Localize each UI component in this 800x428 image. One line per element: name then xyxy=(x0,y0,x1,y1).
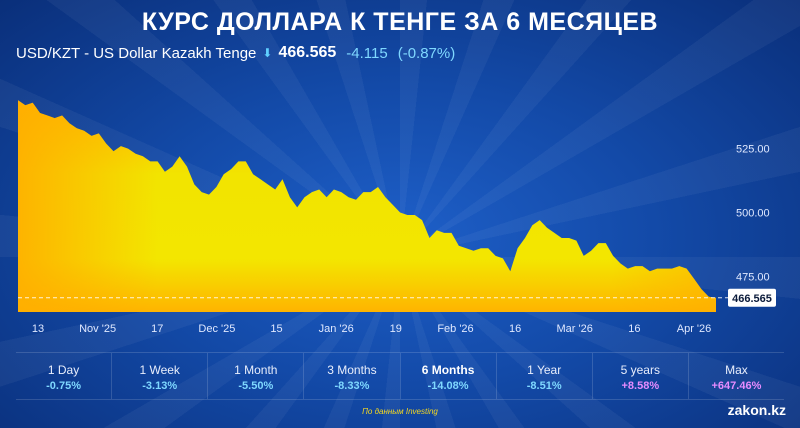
y-tick-label: 525.00 xyxy=(736,144,770,156)
x-tick-label: 19 xyxy=(390,323,402,335)
y-tick-label: 500.00 xyxy=(736,208,770,220)
ticker-label: USD/KZT - US Dollar Kazakh Tenge xyxy=(16,44,257,62)
x-tick-label: Jan '26 xyxy=(319,323,354,335)
period-button[interactable]: 1 Week -3.13% xyxy=(111,353,207,399)
period-change: -8.33% xyxy=(334,380,370,392)
period-button[interactable]: 1 Day -0.75% xyxy=(16,353,111,399)
arrow-down-icon: ⬇ xyxy=(262,46,273,60)
period-change: -3.13% xyxy=(142,380,178,392)
ticker-change: -4.115 xyxy=(346,44,388,62)
period-label: 1 Month xyxy=(234,363,278,377)
x-tick-label: Mar '26 xyxy=(557,323,593,335)
x-tick-label: Dec '25 xyxy=(198,323,235,335)
area-series-shade xyxy=(18,100,716,312)
period-change: +8.58% xyxy=(621,380,660,392)
source-note: По данным Investing xyxy=(362,407,438,416)
x-tick-label: 13 xyxy=(32,323,44,335)
page-title: КУРС ДОЛЛАРА К ТЕНГЕ ЗА 6 МЕСЯЦЕВ xyxy=(141,8,659,36)
period-change: +647.46% xyxy=(711,380,762,392)
period-change: -8.51% xyxy=(526,380,562,392)
period-label: 1 Year xyxy=(527,363,562,377)
x-tick-label: 16 xyxy=(509,323,521,335)
period-button[interactable]: 6 Months -14.08% xyxy=(399,353,496,399)
x-tick-label: Apr '26 xyxy=(677,323,712,335)
period-label: Max xyxy=(725,363,748,377)
y-tick-label: 475.00 xyxy=(736,271,770,283)
ticker-change-pct: (-0.87%) xyxy=(397,44,456,62)
x-tick-label: 16 xyxy=(628,323,640,335)
period-change: -0.75% xyxy=(46,380,81,392)
ticker-price: 466.565 xyxy=(278,44,337,61)
x-tick-label: 15 xyxy=(270,323,282,335)
current-value-box xyxy=(728,288,776,307)
x-tick-label: Feb '26 xyxy=(437,323,473,335)
period-button[interactable]: 1 Month -5.50% xyxy=(207,353,303,399)
current-value-label: 466.565 xyxy=(732,293,772,305)
x-tick-label: 17 xyxy=(151,323,163,335)
period-button[interactable]: Max +647.46% xyxy=(687,353,784,399)
period-label: 3 Months xyxy=(327,363,377,377)
period-selector: 1 Day -0.75% 1 Week -3.13% 1 Month -5.50% 3 Mo… xyxy=(16,352,784,400)
period-button[interactable]: 5 years +8.58% xyxy=(591,353,688,399)
period-label: 5 years xyxy=(620,363,660,377)
price-chart: 525.00 500.00 475.00 466.565 13 Nov '25 17 Dec … xyxy=(18,100,776,335)
brand-logo: zakon.kz xyxy=(727,402,786,418)
period-label: 1 Week xyxy=(139,363,180,377)
period-label: 1 Day xyxy=(47,363,80,377)
period-label: 6 Months xyxy=(421,363,475,377)
period-button[interactable]: 3 Months -8.33% xyxy=(303,353,399,399)
x-tick-label: Nov '25 xyxy=(79,323,116,335)
period-change: -5.50% xyxy=(238,380,274,392)
ticker-header: USD/KZT - US Dollar Kazakh Tenge ⬇ 466.5… xyxy=(16,44,455,62)
period-button[interactable]: 1 Year -8.51% xyxy=(495,353,592,399)
period-change: -14.08% xyxy=(427,380,469,392)
